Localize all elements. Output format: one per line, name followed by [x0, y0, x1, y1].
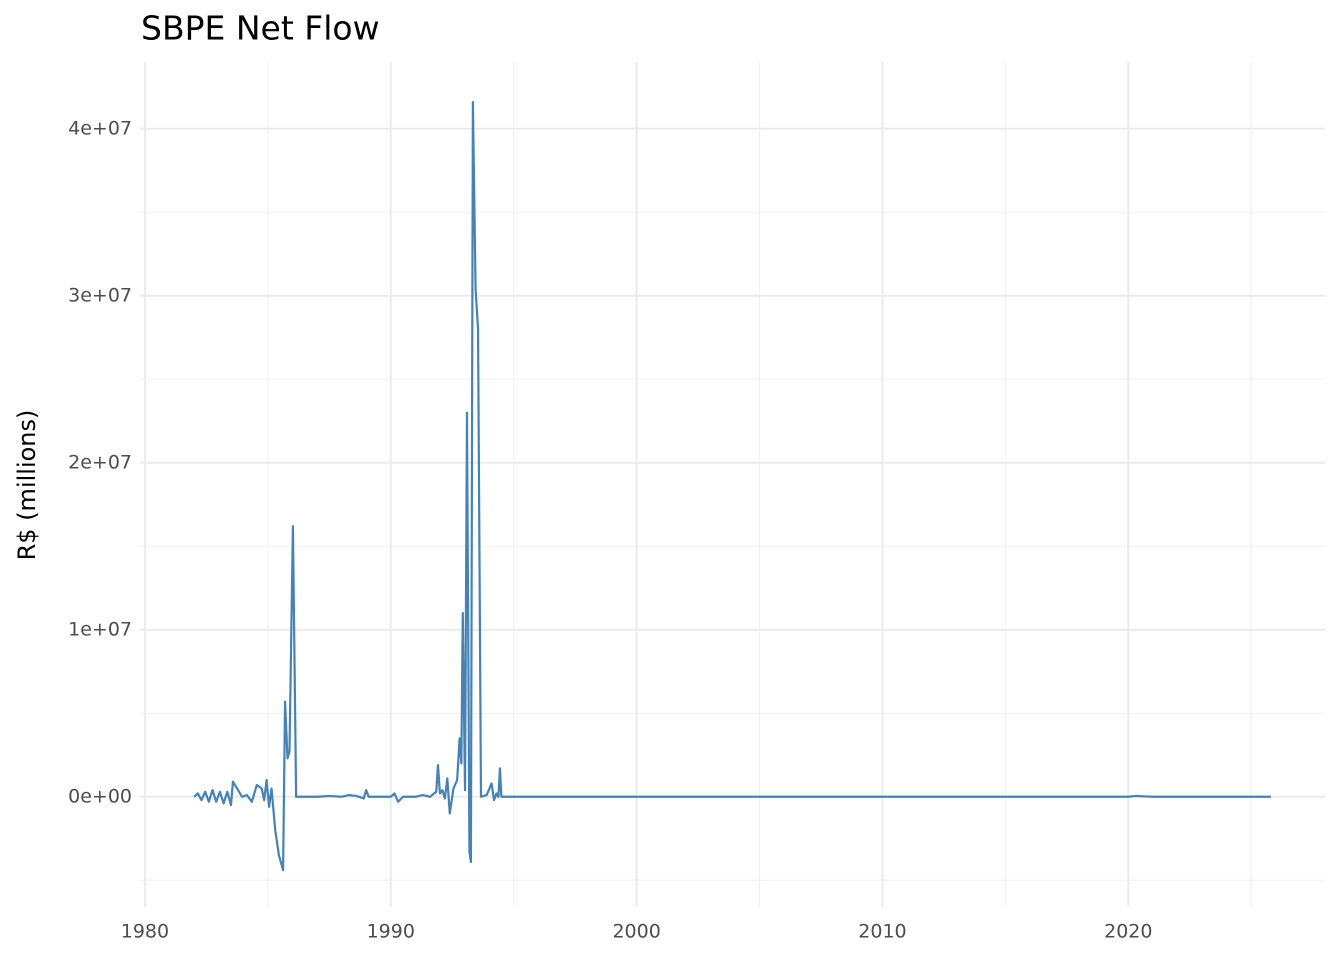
y-tick-label: 0e+00 [68, 785, 132, 807]
x-tick-label: 2020 [1104, 921, 1152, 943]
y-tick-label: 2e+07 [68, 451, 132, 473]
x-tick-label: 2000 [612, 921, 660, 943]
y-tick-label: 4e+07 [68, 117, 132, 139]
y-tick-label: 1e+07 [68, 618, 132, 640]
chart-title: SBPE Net Flow [141, 9, 380, 48]
x-tick-label: 2010 [858, 921, 906, 943]
y-tick-label: 3e+07 [68, 284, 132, 306]
x-tick-label: 1990 [367, 921, 415, 943]
y-axis-label: R$ (millions) [13, 410, 41, 561]
data-line [193, 100, 1271, 872]
x-tick-label: 1980 [121, 921, 169, 943]
